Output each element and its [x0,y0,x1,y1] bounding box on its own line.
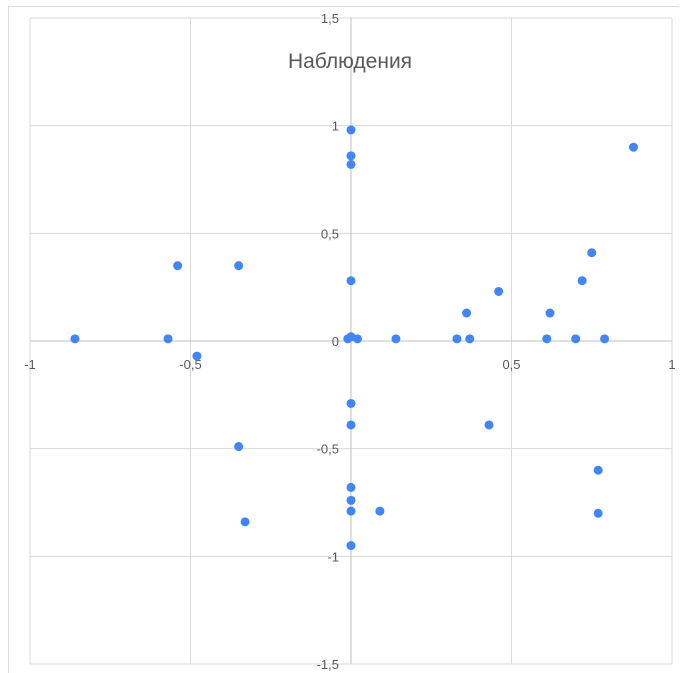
data-point [346,125,356,135]
data-point [542,334,552,344]
y-tick-label: -0,5 [317,442,339,457]
data-point [234,261,244,271]
y-tick-label: 1,5 [321,11,339,26]
data-point [346,276,356,286]
y-tick-label: 1 [332,119,339,134]
data-point [465,334,475,344]
data-point [346,506,356,516]
data-point [391,334,401,344]
data-point [346,541,356,551]
x-tick-label: -1 [24,357,36,372]
data-point [484,420,494,430]
chart-frame [8,6,679,673]
data-point [593,465,603,475]
data-point [240,517,250,527]
tick-labels: -1 -0,5 0,5 1 1,5 1 0,5 0 -0,5 -1 -1,5 [24,11,675,672]
data-point [346,420,356,430]
chart-title: Наблюдения [288,50,412,73]
data-point [173,261,183,271]
data-point [346,159,356,169]
data-point [346,482,356,492]
data-point [545,308,555,318]
data-point [163,334,173,344]
data-point [571,334,581,344]
data-point [494,286,504,296]
data-point [352,334,362,344]
x-tick-label: -0,5 [179,357,201,372]
x-tick-label: 1 [668,357,675,372]
data-point [600,334,610,344]
data-point [346,398,356,408]
y-tick-label: 0 [332,334,339,349]
data-point [628,142,638,152]
y-tick-label: -1,5 [317,657,339,672]
data-point [70,334,80,344]
data-points [70,125,638,551]
data-point [577,276,587,286]
data-point [375,506,385,516]
data-point [452,334,462,344]
data-point [192,351,202,361]
y-tick-label: 0,5 [321,226,339,241]
data-point [593,508,603,518]
data-point [346,151,356,161]
data-point [587,248,597,258]
y-tick-label: -1 [327,549,339,564]
x-tick-label: 0,5 [502,357,520,372]
data-point [234,442,244,452]
data-point [462,308,472,318]
data-point [346,495,356,505]
